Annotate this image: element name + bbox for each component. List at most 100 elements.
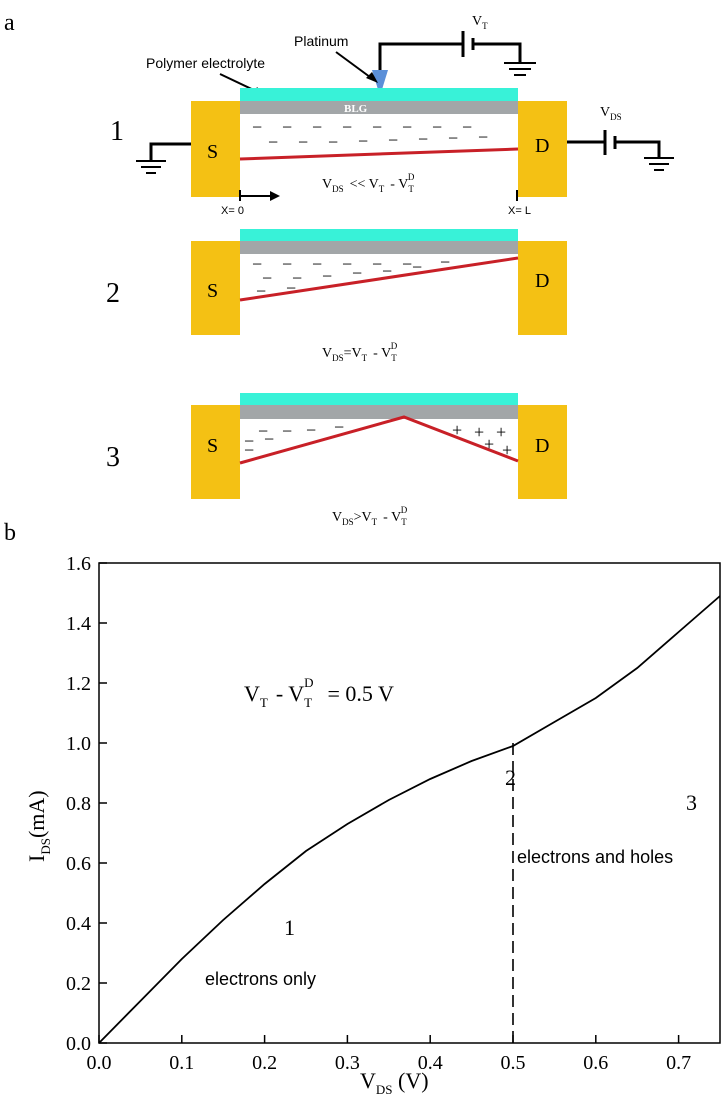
source-ground bbox=[136, 142, 191, 174]
series-line-ids bbox=[98, 595, 721, 1044]
charge-minus: − bbox=[358, 131, 368, 151]
x-tick-label: 0.3 bbox=[335, 1052, 360, 1074]
region-2-number: 2 bbox=[505, 765, 516, 790]
schematic-panel: a VT Platinum Polymer electrolyte bbox=[4, 10, 674, 527]
charge-minus: − bbox=[432, 117, 442, 137]
drain-electrode bbox=[518, 241, 567, 335]
electron-charges: − − − − − − − − − − − − − − − bbox=[252, 252, 450, 301]
charge-minus: − bbox=[264, 429, 274, 449]
electron-charges: − − − − − − − − − − − − − − − − bbox=[252, 117, 488, 152]
blg-label: BLG bbox=[344, 103, 368, 115]
region-3-text: electrons and holes bbox=[517, 847, 673, 867]
y-tick-label: 0.6 bbox=[66, 853, 91, 875]
electrolyte-layer bbox=[240, 393, 518, 405]
x-axis-ticks: 0.0 0.1 0.2 0.3 0.4 0.5 0.6 0.7 bbox=[87, 1035, 691, 1074]
label-vt: VT bbox=[472, 14, 488, 31]
y-tick-label: 0.4 bbox=[66, 913, 91, 935]
charge-minus: − bbox=[282, 254, 292, 274]
drain-electrode bbox=[518, 405, 567, 499]
electrolyte-layer bbox=[240, 229, 518, 241]
source-label: S bbox=[207, 141, 218, 163]
blg-layer bbox=[240, 241, 518, 254]
hole-charges: + + + + + bbox=[452, 420, 512, 460]
potential-line bbox=[239, 256, 519, 302]
charge-plus: + bbox=[474, 422, 484, 442]
charge-minus: − bbox=[372, 117, 382, 137]
x-tick-label: 0.1 bbox=[169, 1052, 194, 1074]
y-axis-label: IDS(mA) bbox=[24, 790, 53, 862]
charge-minus: − bbox=[462, 117, 472, 137]
label-polymer-electrolyte: Polymer electrolyte bbox=[146, 55, 265, 71]
panel-label-a: a bbox=[4, 10, 15, 36]
charge-minus: − bbox=[322, 266, 332, 286]
platinum-arrow bbox=[335, 51, 375, 81]
charge-minus: − bbox=[252, 117, 262, 137]
region-3-number: 3 bbox=[686, 790, 697, 815]
charge-minus: − bbox=[268, 132, 278, 152]
blg-layer bbox=[240, 101, 518, 114]
charge-plus: + bbox=[452, 420, 462, 440]
charge-minus: − bbox=[252, 254, 262, 274]
charge-minus: − bbox=[418, 129, 428, 149]
charge-minus: − bbox=[312, 117, 322, 137]
charge-minus: − bbox=[334, 417, 344, 437]
charge-minus: − bbox=[244, 431, 254, 451]
device-number: 2 bbox=[106, 278, 120, 309]
y-tick-label: 0.8 bbox=[66, 793, 91, 815]
threshold-equation: VT - VTD = 0.5 V bbox=[244, 675, 394, 710]
charge-minus: − bbox=[352, 263, 362, 283]
drain-circuit bbox=[567, 130, 674, 171]
gate-ground-wire bbox=[474, 42, 522, 62]
potential-line bbox=[239, 415, 519, 465]
charge-minus: − bbox=[262, 268, 272, 288]
y-tick-label: 1.2 bbox=[66, 673, 91, 695]
charge-minus: − bbox=[282, 421, 292, 441]
device-number: 3 bbox=[106, 442, 120, 473]
x-tick-label: 0.5 bbox=[501, 1052, 526, 1074]
charge-minus: − bbox=[388, 130, 398, 150]
x-tick-label: 0.2 bbox=[252, 1052, 277, 1074]
source-electrode bbox=[191, 101, 240, 197]
charge-minus: − bbox=[342, 254, 352, 274]
panel-label-b: b bbox=[4, 520, 16, 546]
x-tick-label: 0.6 bbox=[583, 1052, 608, 1074]
chart-panel: b 0.00.20.40.60.81.01.21.41.6 0.0 0.1 0.2 0… bbox=[4, 520, 721, 1097]
charge-minus: − bbox=[382, 261, 392, 281]
source-electrode bbox=[191, 241, 240, 335]
charge-minus: − bbox=[298, 132, 308, 152]
blg-layer bbox=[240, 405, 518, 419]
x-tick-label: 0.7 bbox=[666, 1052, 691, 1074]
y-tick-label: 1.0 bbox=[66, 733, 91, 755]
charge-minus: − bbox=[402, 117, 412, 137]
y-tick-label: 0.2 bbox=[66, 973, 91, 995]
y-tick-label: 1.4 bbox=[66, 613, 91, 635]
x-direction-arrowhead bbox=[270, 191, 280, 201]
charge-plus: + bbox=[484, 434, 494, 454]
electrolyte-layer bbox=[240, 88, 518, 101]
label-vds: VDS bbox=[600, 105, 622, 122]
device-2: 2 S D − − − − − − − − − − − − − − bbox=[106, 229, 567, 363]
y-tick-label: 1.6 bbox=[66, 553, 91, 575]
charge-plus: + bbox=[496, 422, 506, 442]
charge-minus: − bbox=[342, 117, 352, 137]
device-1: 1 BLG S D − − − − − − − − − − − − − bbox=[110, 88, 567, 217]
drain-label: D bbox=[535, 435, 549, 457]
charge-minus: − bbox=[402, 254, 412, 274]
drain-ground-wire bbox=[616, 140, 661, 157]
gate-circuit bbox=[378, 31, 536, 76]
electron-charges: − − − − − − − bbox=[244, 417, 344, 460]
condition-equation: VDS << VT - VTD bbox=[322, 172, 415, 194]
x-tick-label: 0.0 bbox=[87, 1052, 112, 1074]
label-xl: X= L bbox=[508, 205, 531, 217]
charge-minus: − bbox=[440, 252, 450, 272]
x-tick-label: 0.4 bbox=[418, 1052, 443, 1074]
source-ground-wire bbox=[149, 142, 191, 160]
charge-minus: − bbox=[256, 281, 266, 301]
y-tick-label: 0.0 bbox=[66, 1033, 91, 1055]
region-1-text: electrons only bbox=[205, 969, 316, 989]
source-label: S bbox=[207, 280, 218, 302]
charge-minus: − bbox=[306, 420, 316, 440]
charge-minus: − bbox=[282, 117, 292, 137]
gate-wire bbox=[378, 42, 462, 72]
y-axis-ticks: 0.0 0.2 0.4 0.6 0.8 1.0 1.2 1.4 1.6 bbox=[66, 553, 107, 1055]
